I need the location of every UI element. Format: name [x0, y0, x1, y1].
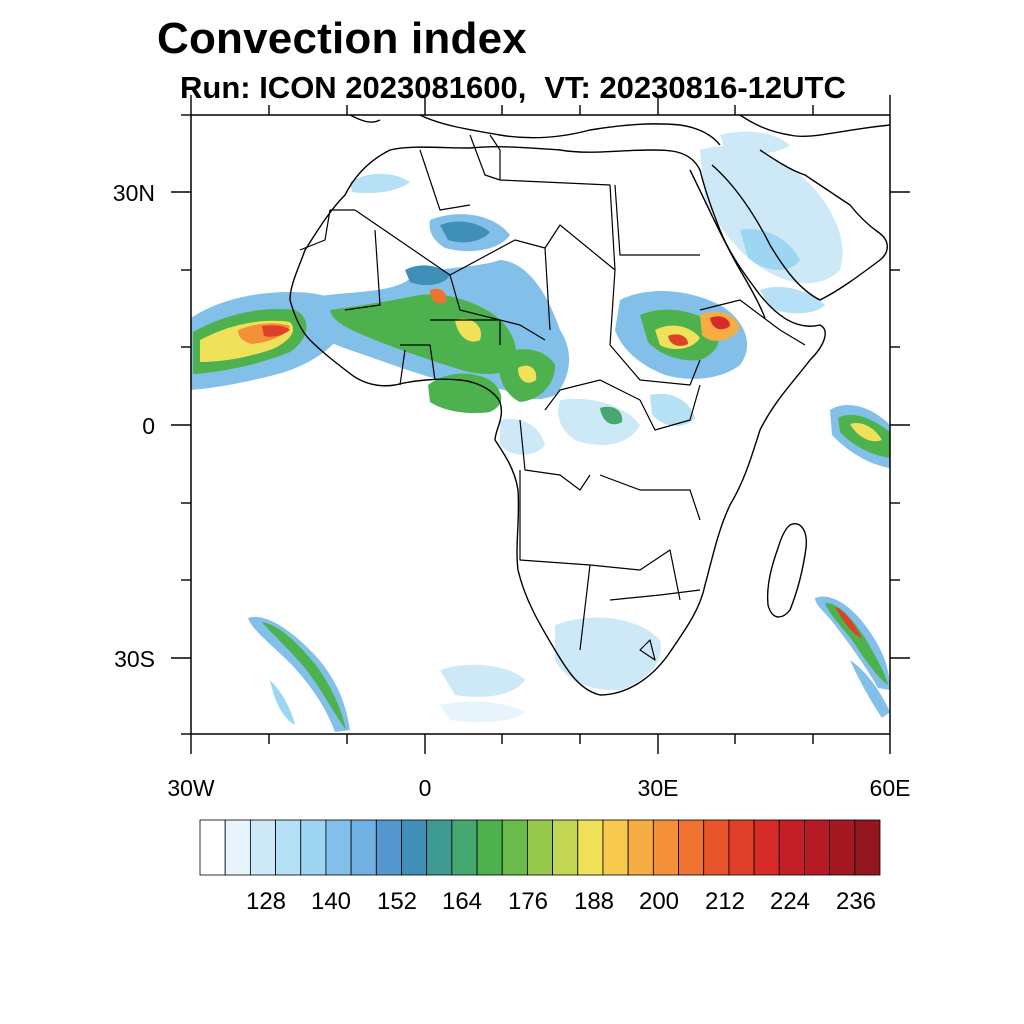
coastlines	[289, 115, 890, 696]
colorbar-label: 224	[769, 888, 811, 915]
field-arabia	[700, 146, 843, 284]
lon-label-30w: 30W	[167, 775, 215, 801]
colorbar-swatch	[652, 819, 679, 876]
colorbar-swatch	[577, 819, 604, 876]
colorbar-label: 200	[638, 888, 680, 915]
lat-label-30n: 30N	[112, 180, 155, 206]
convection-field	[191, 131, 890, 732]
colorbar-swatch	[199, 819, 226, 876]
colorbar-label: 236	[835, 888, 877, 915]
arabia-coast	[711, 149, 888, 301]
colorbar-swatch	[426, 819, 453, 876]
colorbar-swatch	[753, 819, 780, 876]
colorbar-swatch	[224, 819, 251, 876]
chart-title: Convection index	[157, 14, 527, 63]
colorbar-swatch	[350, 819, 377, 876]
field-gulf-coast	[428, 373, 502, 414]
colorbar-label: 212	[704, 888, 746, 915]
africa-coast	[289, 146, 826, 696]
colorbar-label: 176	[507, 888, 549, 915]
colorbar-swatch	[375, 819, 402, 876]
colorbar-swatch	[300, 819, 327, 876]
colorbar-swatch	[275, 819, 302, 876]
colorbar-swatch	[527, 819, 553, 876]
colorbar-swatch	[627, 819, 654, 876]
madagascar-coast	[766, 523, 807, 618]
colorbar-swatch	[325, 819, 352, 876]
colorbar-swatch	[703, 819, 730, 876]
colorbar-swatch	[778, 819, 805, 876]
europe-coast	[349, 115, 890, 146]
colorbar-swatch	[804, 819, 831, 876]
country-borders	[299, 150, 806, 661]
colorbar-label: 128	[245, 888, 287, 915]
colorbar	[199, 819, 881, 876]
colorbar-swatch	[401, 819, 428, 876]
colorbar-swatch	[552, 819, 579, 876]
lat-label-30s: 30S	[114, 646, 155, 672]
run-label: Run: ICON 2023081600,	[180, 70, 527, 105]
lon-label-0: 0	[418, 775, 432, 801]
colorbar-label: 152	[376, 888, 418, 915]
axis-ticks	[171, 95, 910, 754]
field-central-africa	[558, 398, 640, 445]
colorbar-label: 188	[573, 888, 615, 915]
colorbar-swatch	[476, 819, 503, 876]
colorbar-swatch	[249, 819, 276, 876]
colorbar-swatch	[602, 819, 629, 876]
lon-label-60e: 60E	[869, 775, 911, 801]
colorbar-swatch	[678, 819, 705, 876]
colorbar-label: 164	[441, 888, 483, 915]
valid-time-label: VT: 20230816-12UTC	[544, 70, 846, 105]
colorbar-swatch	[854, 819, 881, 876]
field-south-atlantic	[248, 616, 350, 732]
chart-subtitle: Run: ICON 2023081600, VT: 20230816-12UTC	[180, 70, 846, 106]
colorbar-swatch	[829, 819, 856, 876]
lon-label-30e: 30E	[637, 775, 679, 801]
colorbar-swatch	[728, 819, 755, 876]
colorbar-swatch	[451, 819, 478, 876]
colorbar-swatch	[501, 819, 528, 876]
lat-label-0: 0	[142, 413, 155, 439]
colorbar-label: 140	[310, 888, 352, 915]
